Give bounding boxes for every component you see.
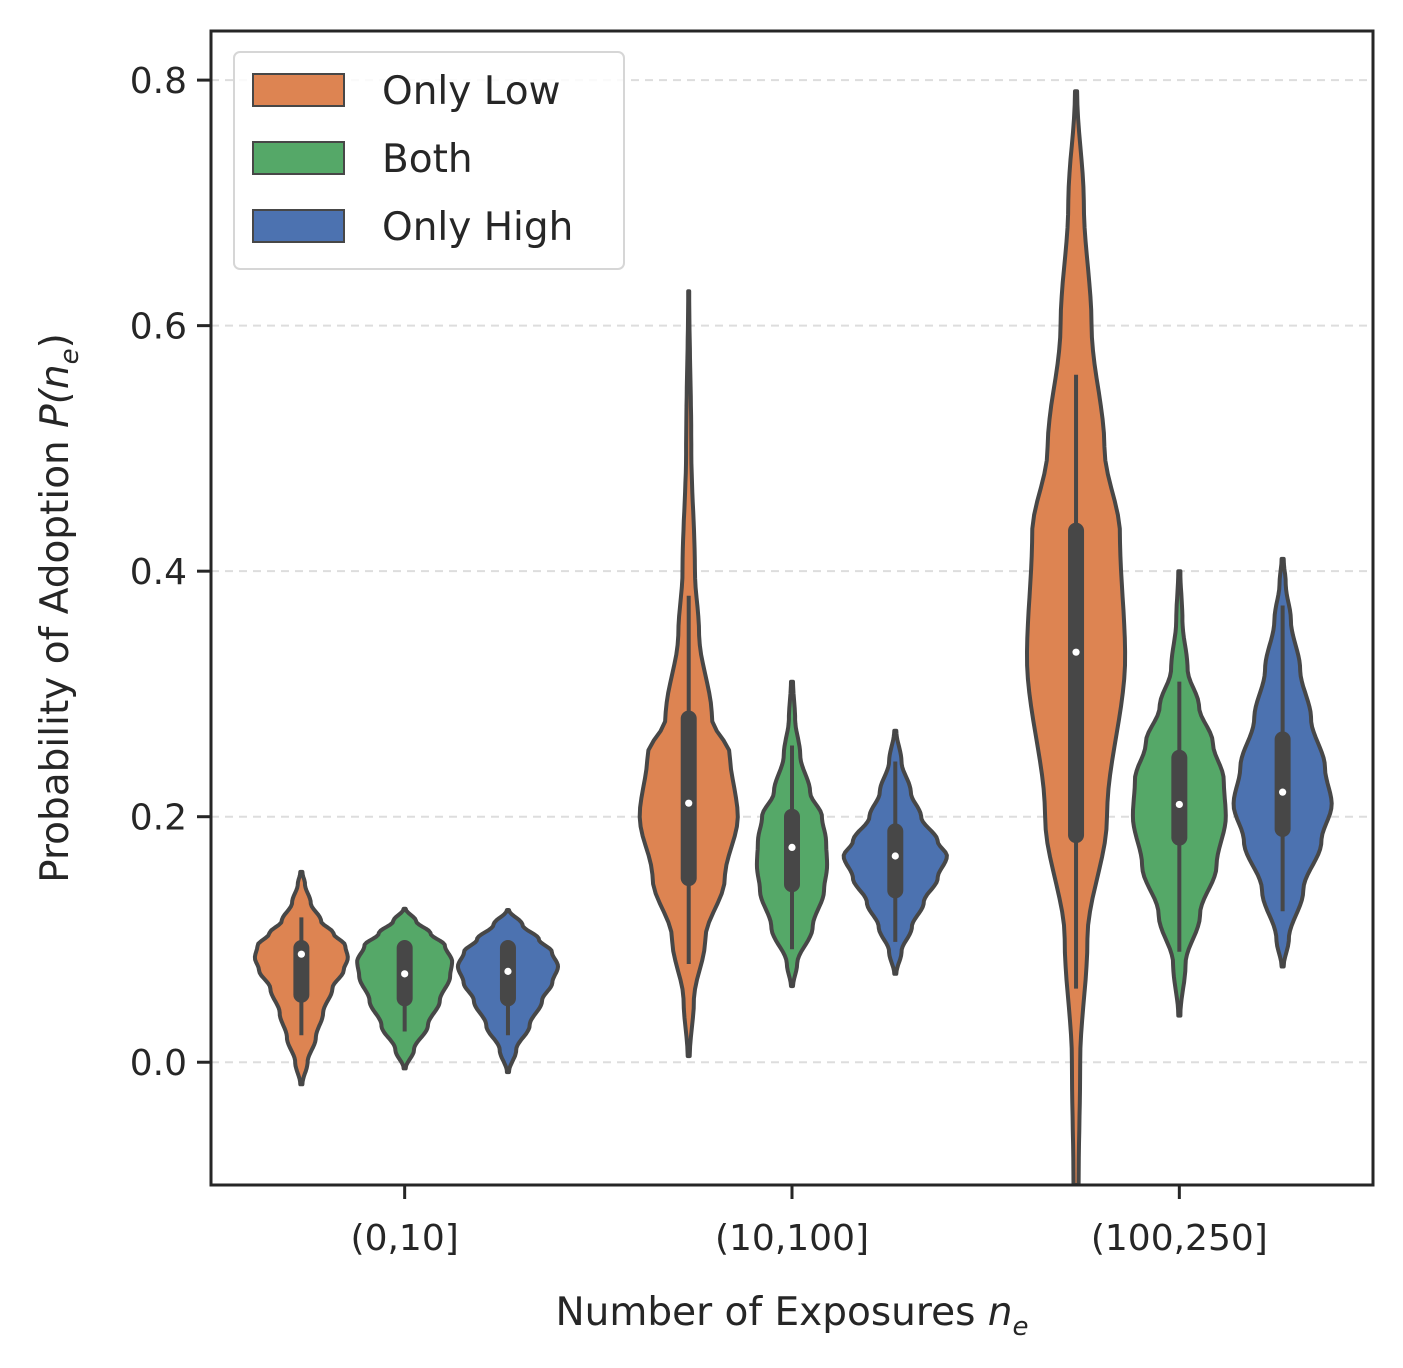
y-tick-label: 0.4	[130, 552, 187, 593]
violin-median-point	[401, 970, 409, 978]
legend-swatch	[252, 209, 345, 243]
violin-median-point	[504, 967, 512, 975]
violin-median-point	[1175, 800, 1183, 809]
y-tick-label: 0.8	[130, 61, 187, 102]
x-tick-label: (10,100]	[715, 1218, 869, 1259]
legend: Only Low Both Only High	[233, 51, 625, 270]
violins	[252, 89, 1334, 1185]
y-tick-label: 0.0	[130, 1043, 187, 1084]
ticks: 0.0 0.2 0.4 0.6 0.8 (0,10] (10,100] (100,250]	[130, 61, 1268, 1259]
y-tick-label: 0.6	[130, 307, 187, 348]
x-tick-label: (0,10]	[351, 1218, 459, 1259]
y-axis-title: Probability of Adoption P(ne)	[33, 333, 85, 883]
legend-label: Only High	[382, 205, 573, 250]
x-tick-label: (100,250]	[1091, 1218, 1268, 1259]
legend-label: Both	[382, 137, 473, 182]
violin-median-point	[1279, 788, 1287, 796]
violin-median-point	[891, 852, 899, 860]
violin-median-point	[788, 843, 796, 851]
legend-swatch	[252, 141, 345, 175]
y-tick-label: 0.2	[130, 798, 187, 839]
legend-label: Only Low	[382, 69, 561, 114]
legend-swatch	[252, 73, 345, 107]
x-axis-title: Number of Exposures ne	[555, 1290, 1028, 1342]
violin-median-point	[685, 799, 693, 807]
violin-median-point	[1072, 648, 1080, 656]
violin-median-point	[297, 950, 305, 958]
violin-group	[252, 89, 1334, 1185]
